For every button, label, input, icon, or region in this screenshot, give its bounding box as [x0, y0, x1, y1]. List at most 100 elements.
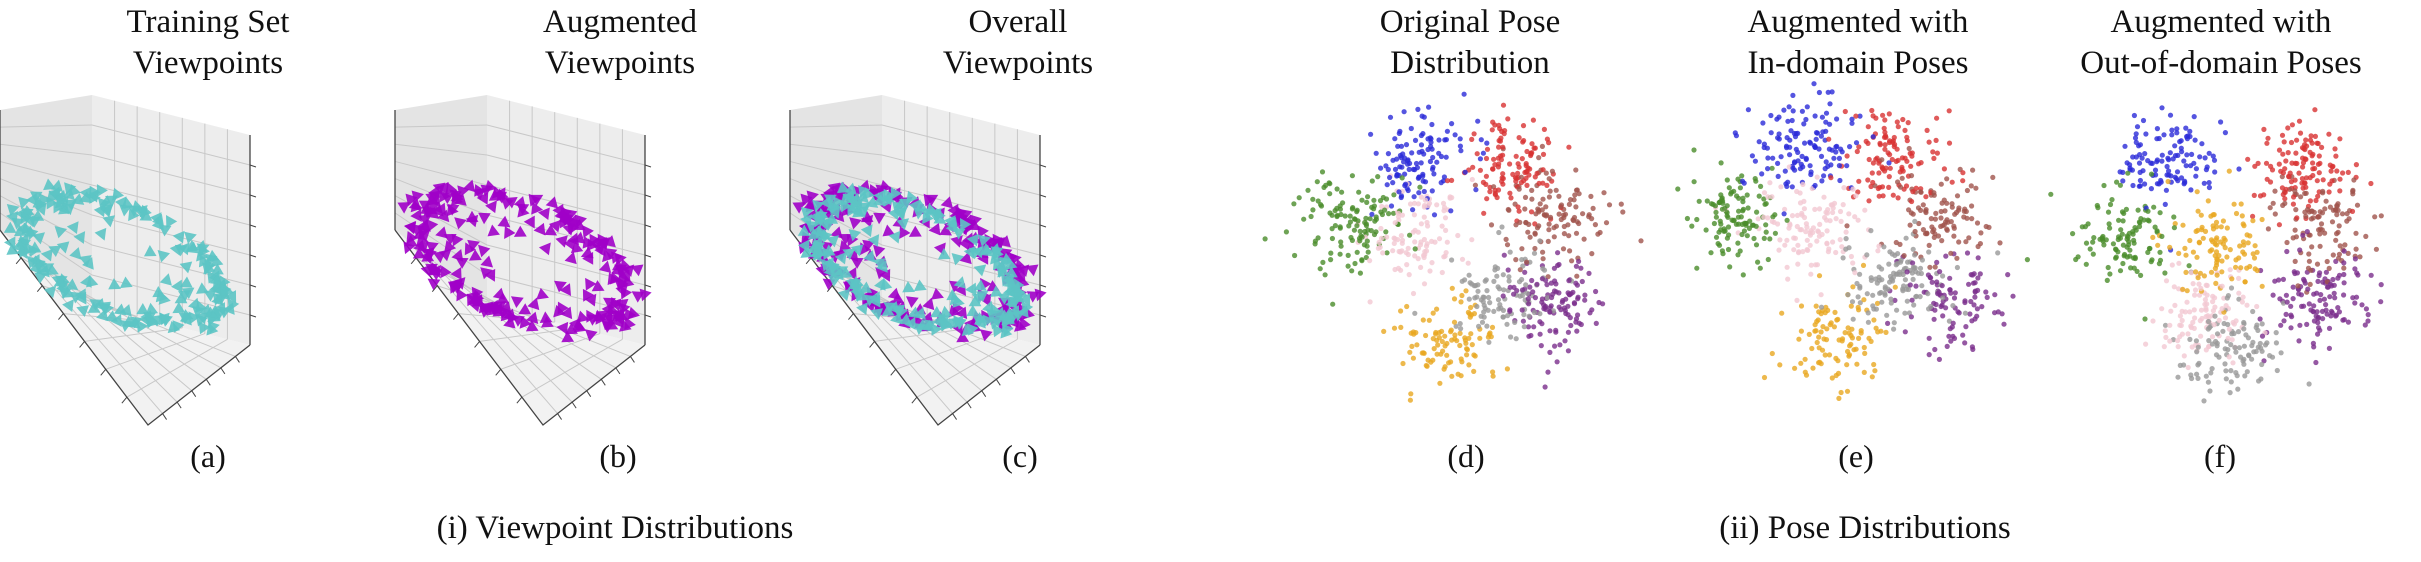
- panel-b-augmented-marker: [478, 244, 491, 258]
- panel-f-point: [2233, 349, 2239, 355]
- panel-a-training-marker: [12, 239, 25, 252]
- panel-f-point: [2165, 178, 2171, 185]
- panel-c-training-marker: [949, 292, 963, 306]
- panel-f-point: [2136, 223, 2143, 230]
- panel-d-point: [1392, 166, 1399, 172]
- panel-f-point: [2329, 310, 2335, 316]
- panel-e-point: [1837, 177, 1843, 184]
- panel-f-point: [2346, 216, 2352, 222]
- panel-d-point: [1529, 150, 1535, 156]
- panel-d-point: [1334, 186, 1340, 192]
- panel-e-point: [1811, 81, 1817, 87]
- panel-e-point: [1792, 365, 1798, 371]
- panel-d-point: [1392, 220, 1398, 226]
- panel-d-point: [1418, 132, 1424, 139]
- panel-c-grid-line: [789, 143, 883, 156]
- panel-e-title-line1: Augmented with: [1747, 4, 1969, 40]
- panel-e-point: [1893, 262, 1899, 268]
- panel-d-point: [1568, 322, 1574, 329]
- panel-a-training-marker: [4, 236, 16, 250]
- panel-f-point: [2233, 257, 2239, 263]
- panel-f-title-line1: Augmented with: [2110, 4, 2332, 40]
- panel-e-point: [1772, 230, 1778, 236]
- panel-c-training-marker: [860, 224, 873, 238]
- panel-d-point: [1620, 209, 1626, 215]
- panel-f-point: [2119, 209, 2126, 215]
- panel-f-point: [2249, 343, 2255, 349]
- panel-d-point: [1497, 302, 1503, 308]
- section-viewpoint-label: (i) Viewpoint Distributions: [436, 510, 794, 546]
- panel-d-point: [1413, 160, 1420, 167]
- panel-e-point: [1882, 133, 1889, 139]
- panel-f-point: [2251, 255, 2258, 261]
- panel-d-point: [1367, 299, 1373, 305]
- panel-d-point: [1339, 189, 1345, 195]
- panel-e-point: [1943, 253, 1949, 259]
- panel-a-training-marker: [199, 303, 213, 317]
- panel-f-point: [2245, 335, 2251, 341]
- panel-f-point: [2133, 154, 2139, 160]
- panel-f-point: [2265, 135, 2271, 141]
- panel-f-point: [2184, 299, 2190, 305]
- panel-f-point: [2148, 171, 2155, 177]
- panel-f-point: [2193, 338, 2199, 344]
- panel-f-point: [2298, 194, 2304, 200]
- panel-c-title: Overall Viewpoints: [808, 2, 1228, 84]
- panel-d-point: [1513, 153, 1519, 159]
- panel-d-point: [1544, 282, 1550, 288]
- panel-e-point: [1865, 319, 1871, 325]
- panel-e-point: [1757, 265, 1763, 271]
- panel-e-point: [1870, 160, 1876, 166]
- panel-a-tick: [176, 401, 182, 409]
- panel-d-point: [1411, 212, 1417, 218]
- panel-d-point: [1354, 249, 1360, 255]
- panel-d-point: [1474, 151, 1480, 157]
- panel-c-training-marker: [1001, 313, 1015, 325]
- panel-c-training-marker: [913, 279, 927, 292]
- panel-f-point: [2154, 126, 2160, 132]
- panel-f-point: [2302, 280, 2308, 286]
- panel-f-point: [2342, 242, 2348, 248]
- panel-f-point: [2191, 114, 2197, 120]
- panel-f-point: [2176, 260, 2182, 266]
- panel-f-point: [2184, 152, 2190, 158]
- panel-e-point: [1809, 345, 1815, 352]
- panel-d-point: [1537, 311, 1543, 317]
- panel-e-point: [1843, 236, 1849, 242]
- panel-e-point: [1939, 283, 1945, 289]
- panel-e-point: [1824, 241, 1830, 247]
- panel-e-point: [1873, 156, 1879, 162]
- panel-e-point: [1825, 307, 1831, 313]
- panel-c-grid-line: [789, 212, 883, 276]
- panel-d-point: [1490, 373, 1496, 379]
- panel-d-point: [1427, 268, 1433, 274]
- panel-a-training-marker: [3, 221, 17, 233]
- panel-d-point: [1443, 154, 1449, 160]
- panel-d-point: [1457, 143, 1463, 149]
- panel-d-point: [1566, 201, 1572, 207]
- panel-f-point: [2353, 246, 2359, 252]
- panel-d-point: [1565, 312, 1571, 318]
- panel-d-point: [1513, 178, 1519, 184]
- panel-e-point: [1938, 181, 1944, 187]
- panel-f-point: [2267, 205, 2273, 211]
- panel-e-point: [1858, 330, 1864, 336]
- panel-d-point: [1536, 155, 1542, 161]
- panel-e-point: [1934, 115, 1940, 121]
- panel-f-point: [2202, 297, 2208, 303]
- panel-f-point: [2222, 130, 2228, 136]
- panel-f-point: [2136, 183, 2142, 189]
- panel-d-point: [1430, 154, 1436, 161]
- panel-d-point: [1553, 187, 1559, 193]
- panel-f-point: [2206, 150, 2212, 156]
- panel-a-grid-line: [25, 251, 178, 403]
- panel-d-point: [1368, 228, 1374, 234]
- panel-c-label: (c): [1002, 438, 1038, 474]
- panel-f-point: [2199, 141, 2205, 147]
- panel-d-point: [1554, 359, 1560, 365]
- panel-c-training-marker: [806, 242, 819, 255]
- panel-f-point: [2172, 143, 2178, 149]
- panel-c-tick: [869, 341, 875, 348]
- panel-f-point: [2195, 344, 2201, 350]
- panel-f-point: [2280, 202, 2286, 208]
